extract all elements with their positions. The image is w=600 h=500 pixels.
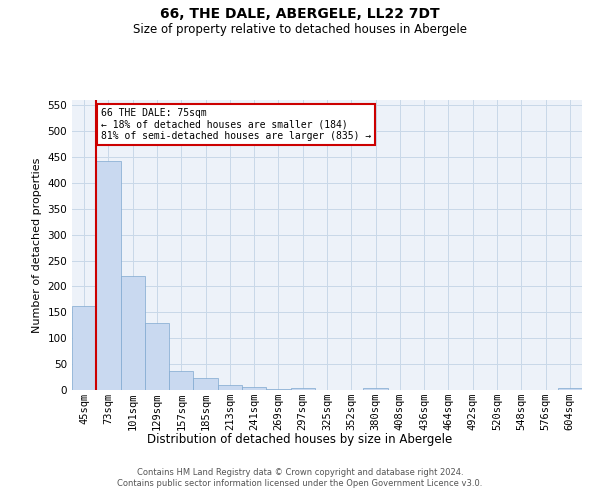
Y-axis label: Number of detached properties: Number of detached properties — [32, 158, 42, 332]
Text: Contains HM Land Registry data © Crown copyright and database right 2024.
Contai: Contains HM Land Registry data © Crown c… — [118, 468, 482, 487]
Bar — [96, 160, 121, 390]
Bar — [242, 388, 266, 390]
Bar — [145, 323, 169, 390]
Bar — [121, 276, 145, 390]
Text: 66 THE DALE: 75sqm
← 18% of detached houses are smaller (184)
81% of semi-detach: 66 THE DALE: 75sqm ← 18% of detached hou… — [101, 108, 371, 141]
Bar — [72, 306, 96, 390]
Bar — [169, 371, 193, 390]
Bar — [218, 385, 242, 390]
Bar — [193, 378, 218, 390]
Text: Distribution of detached houses by size in Abergele: Distribution of detached houses by size … — [148, 432, 452, 446]
Text: 66, THE DALE, ABERGELE, LL22 7DT: 66, THE DALE, ABERGELE, LL22 7DT — [160, 8, 440, 22]
Bar — [364, 388, 388, 390]
Bar — [290, 388, 315, 390]
Text: Size of property relative to detached houses in Abergele: Size of property relative to detached ho… — [133, 22, 467, 36]
Bar — [266, 389, 290, 390]
Bar — [558, 388, 582, 390]
